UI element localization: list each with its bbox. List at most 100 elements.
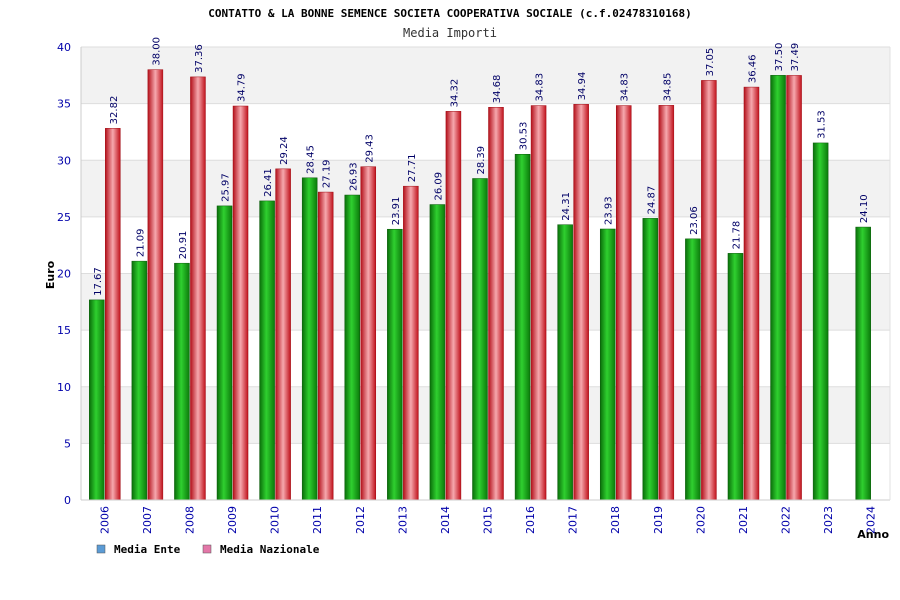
bar-media-ente-2024 (855, 226, 871, 501)
bar-media-nazionale-2011 (317, 191, 334, 501)
bar-media-ente-2011 (301, 177, 318, 501)
value-label: 34.83 (620, 73, 631, 102)
bar-media-nazionale-2021 (743, 86, 760, 501)
x-tick-label: 2007 (141, 506, 154, 534)
value-label: 27.19 (322, 159, 333, 188)
bar-media-ente-2022 (770, 75, 786, 501)
legend-label: Media Nazionale (220, 543, 320, 556)
bar-media-nazionale-2010 (275, 168, 291, 501)
bar-media-ente-2007 (131, 260, 148, 501)
value-label: 26.41 (263, 168, 274, 197)
x-tick-label: 2022 (780, 506, 793, 534)
x-tick-label: 2017 (567, 506, 580, 534)
chart-title: CONTATTO & LA BONNE SEMENCE SOCIETA COOP… (208, 7, 691, 20)
value-label: 34.68 (492, 75, 503, 104)
bar-media-nazionale-2020 (701, 80, 717, 501)
x-tick-label: 2012 (354, 506, 367, 534)
value-label: 26.09 (433, 172, 444, 201)
bar-media-ente-2014 (429, 204, 446, 501)
bar-media-ente-2017 (557, 224, 573, 501)
bar-media-ente-2021 (727, 253, 744, 501)
bar-media-ente-2019 (642, 218, 659, 501)
y-tick-label: 30 (57, 154, 71, 167)
x-tick-label: 2019 (652, 506, 665, 534)
x-tick-label: 2024 (865, 506, 878, 534)
bar-media-ente-2015 (472, 178, 488, 501)
value-label: 21.09 (135, 229, 146, 258)
value-label: 34.83 (535, 73, 546, 102)
value-label: 27.71 (407, 154, 418, 183)
y-tick-label: 20 (57, 268, 71, 281)
legend-swatch (96, 544, 106, 554)
value-label: 36.46 (747, 54, 758, 83)
value-label: 21.78 (731, 221, 742, 250)
bar-media-ente-2012 (344, 194, 361, 501)
value-label: 37.49 (790, 43, 801, 72)
bar-media-nazionale-2007 (147, 69, 164, 501)
value-label: 34.32 (449, 79, 460, 108)
value-label: 17.67 (93, 267, 104, 296)
bar-media-nazionale-2006 (105, 128, 121, 501)
x-tick-label: 2008 (183, 506, 196, 534)
y-axis-label: Euro (44, 260, 57, 289)
y-tick-label: 0 (64, 494, 71, 507)
value-label: 37.50 (774, 43, 785, 72)
x-tick-label: 2015 (482, 506, 495, 534)
value-label: 34.79 (237, 73, 248, 102)
bar-media-nazionale-2012 (360, 166, 377, 501)
x-tick-label: 2018 (609, 506, 622, 534)
value-label: 23.93 (604, 196, 615, 225)
value-label: 23.91 (391, 197, 402, 226)
value-label: 34.85 (662, 73, 673, 102)
bar-media-ente-2013 (387, 228, 403, 501)
value-label: 26.93 (348, 162, 359, 191)
x-tick-label: 2023 (822, 506, 835, 534)
value-label: 24.87 (646, 186, 657, 215)
y-tick-label: 15 (57, 324, 71, 337)
bar-media-ente-2009 (216, 205, 233, 501)
value-label: 30.53 (519, 122, 530, 151)
x-tick-label: 2014 (439, 506, 452, 534)
value-label: 31.53 (817, 110, 828, 139)
x-tick-label: 2009 (226, 506, 239, 534)
value-label: 32.82 (109, 96, 120, 125)
value-label: 24.31 (561, 192, 572, 221)
value-label: 29.43 (364, 134, 375, 163)
chart-subtitle: Media Importi (403, 26, 497, 40)
bar-media-nazionale-2022 (786, 75, 802, 501)
bar-media-ente-2010 (259, 200, 275, 501)
x-tick-label: 2016 (524, 506, 537, 534)
x-tick-label: 2011 (311, 506, 324, 534)
bar-media-nazionale-2014 (445, 111, 462, 501)
bar-media-nazionale-2017 (573, 104, 589, 501)
bar-media-nazionale-2008 (190, 76, 206, 501)
y-tick-label: 10 (57, 381, 71, 394)
bar-media-nazionale-2019 (658, 105, 675, 501)
value-label: 28.39 (476, 146, 487, 175)
x-tick-labels: 2006 2007 2008 2009 2010 2011 2012 2013 2014 2015… (98, 506, 877, 534)
value-label: 28.45 (306, 145, 317, 174)
bar-media-ente-2023 (812, 142, 829, 501)
x-tick-label: 2021 (737, 506, 750, 534)
x-tick-label: 2010 (269, 506, 282, 534)
y-tick-label: 40 (57, 41, 71, 54)
value-label: 37.36 (194, 44, 205, 73)
bar-media-nazionale-2013 (403, 185, 419, 501)
value-label: 24.10 (859, 194, 870, 223)
x-tick-label: 2020 (694, 506, 707, 534)
legend: Media Ente Media Nazionale (96, 543, 320, 556)
bar-media-ente-2006 (89, 299, 105, 501)
x-axis-label: Anno (857, 528, 889, 541)
x-tick-label: 2013 (396, 506, 409, 534)
value-label: 37.05 (705, 48, 716, 77)
bar-media-ente-2018 (599, 228, 616, 501)
y-tick-label: 5 (64, 437, 71, 450)
bar-media-ente-2016 (514, 153, 531, 501)
bar-media-nazionale-2016 (530, 105, 547, 501)
y-tick-label: 25 (57, 211, 71, 224)
legend-swatch (202, 544, 212, 554)
value-label: 20.91 (178, 231, 189, 260)
bar-media-ente-2020 (685, 238, 701, 501)
axes (80, 47, 891, 501)
